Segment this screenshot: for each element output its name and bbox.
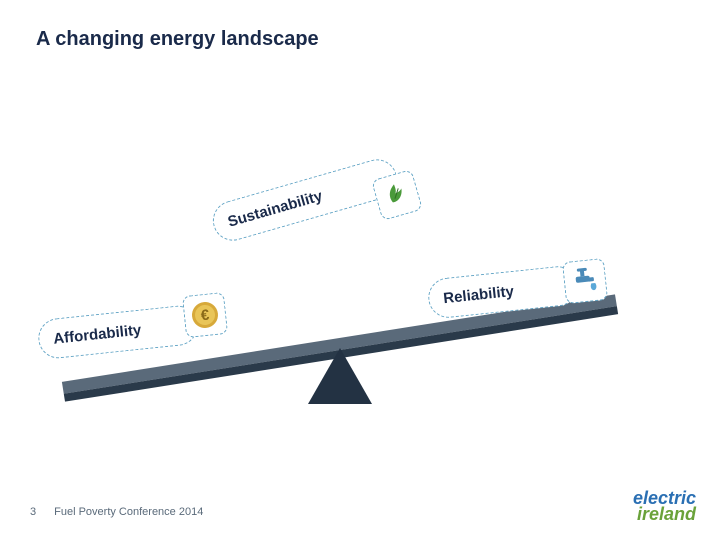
tap-icon: [562, 258, 608, 304]
seesaw-diagram: Sustainability Reliability Affordability…: [60, 210, 620, 440]
euro-icon: €: [182, 292, 228, 338]
brand-logo: electric ireland: [633, 490, 696, 522]
page-number: 3: [30, 506, 36, 518]
pill-label: Reliability: [442, 282, 514, 306]
pill-label: Sustainability: [226, 187, 324, 230]
slide-footer: 3 Fuel Poverty Conference 2014: [30, 506, 203, 518]
seesaw-fulcrum: [308, 348, 372, 404]
page-title: A changing energy landscape: [36, 28, 319, 51]
logo-line2: ireland: [633, 506, 696, 522]
pill-label: Affordability: [52, 321, 142, 347]
pill-sustainability: Sustainability: [208, 155, 402, 246]
pill-affordability: Affordability: [36, 304, 199, 361]
footer-caption: Fuel Poverty Conference 2014: [54, 506, 203, 518]
